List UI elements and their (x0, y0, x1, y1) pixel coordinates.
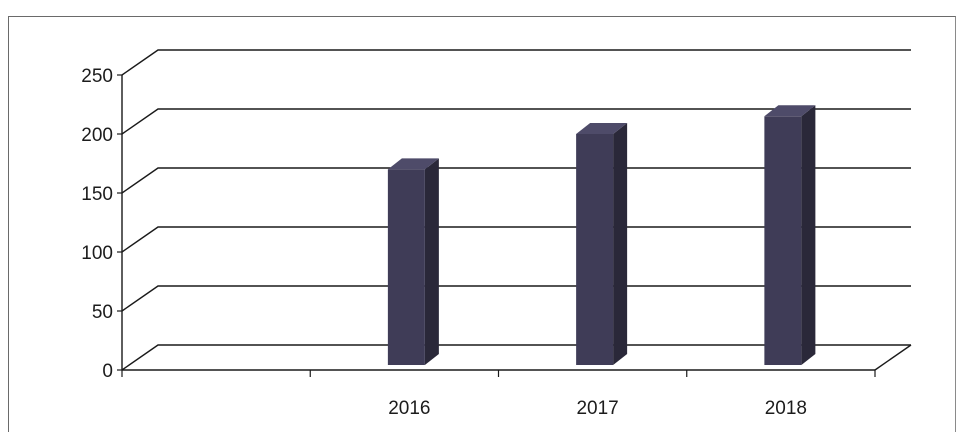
x-tick-label: 2017 (576, 398, 618, 419)
y-tick-label: 0 (102, 361, 113, 382)
x-tick-label: 2018 (765, 398, 807, 419)
gridline (121, 108, 911, 135)
gridline (121, 285, 911, 312)
chart-frame (8, 16, 956, 432)
gridline (121, 226, 911, 253)
bar-top-face (764, 105, 816, 117)
bar-top-face (387, 158, 439, 170)
bar-top-face (576, 123, 628, 134)
y-tick-label: 50 (92, 302, 113, 323)
bar-side-face (801, 105, 816, 366)
y-tick-label: 250 (81, 66, 113, 87)
x-tick-label: 2016 (388, 398, 430, 419)
bar-2018 (764, 116, 802, 365)
bar-side-face (613, 123, 628, 365)
x-axis-tick-labels: 2016 2017 2018 (388, 398, 807, 419)
y-axis-tick-labels: 0 50 100 150 200 250 (81, 66, 113, 382)
y-tick-label: 150 (81, 184, 113, 205)
axes (117, 74, 912, 377)
gridline (121, 344, 911, 371)
bar-side-face (424, 158, 439, 365)
bar-2016 (387, 169, 425, 365)
gridline (121, 49, 911, 76)
gridline (121, 167, 911, 194)
floor-edge-line (874, 344, 912, 371)
bar-2017 (576, 134, 614, 365)
y-tick-label: 200 (81, 125, 113, 146)
gridlines (121, 49, 911, 371)
y-tick-label: 100 (81, 243, 113, 264)
bars (387, 105, 816, 366)
